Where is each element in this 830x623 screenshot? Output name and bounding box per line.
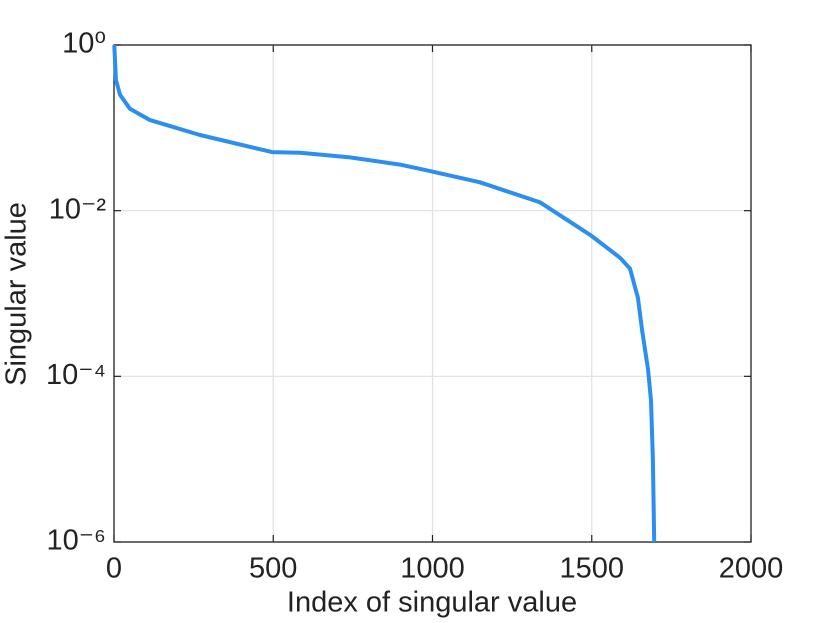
y-tick-label: 10⁻⁴	[46, 359, 106, 391]
y-tick-label: 10⁰	[62, 28, 106, 60]
x-tick-label: 1500	[559, 553, 624, 585]
x-tick-label: 0	[106, 553, 122, 585]
y-tick-label: 10⁻²	[49, 193, 107, 225]
plot-frame	[113, 44, 752, 543]
x-tick-label: 1000	[400, 553, 465, 585]
x-axis-label: Index of singular value	[287, 587, 577, 619]
data-line	[112, 44, 657, 543]
x-tick-label: 500	[249, 553, 297, 585]
y-tick-label: 10⁻⁶	[46, 525, 106, 557]
x-tick-label: 2000	[719, 553, 784, 585]
y-axis-label: Singular value	[1, 202, 33, 386]
